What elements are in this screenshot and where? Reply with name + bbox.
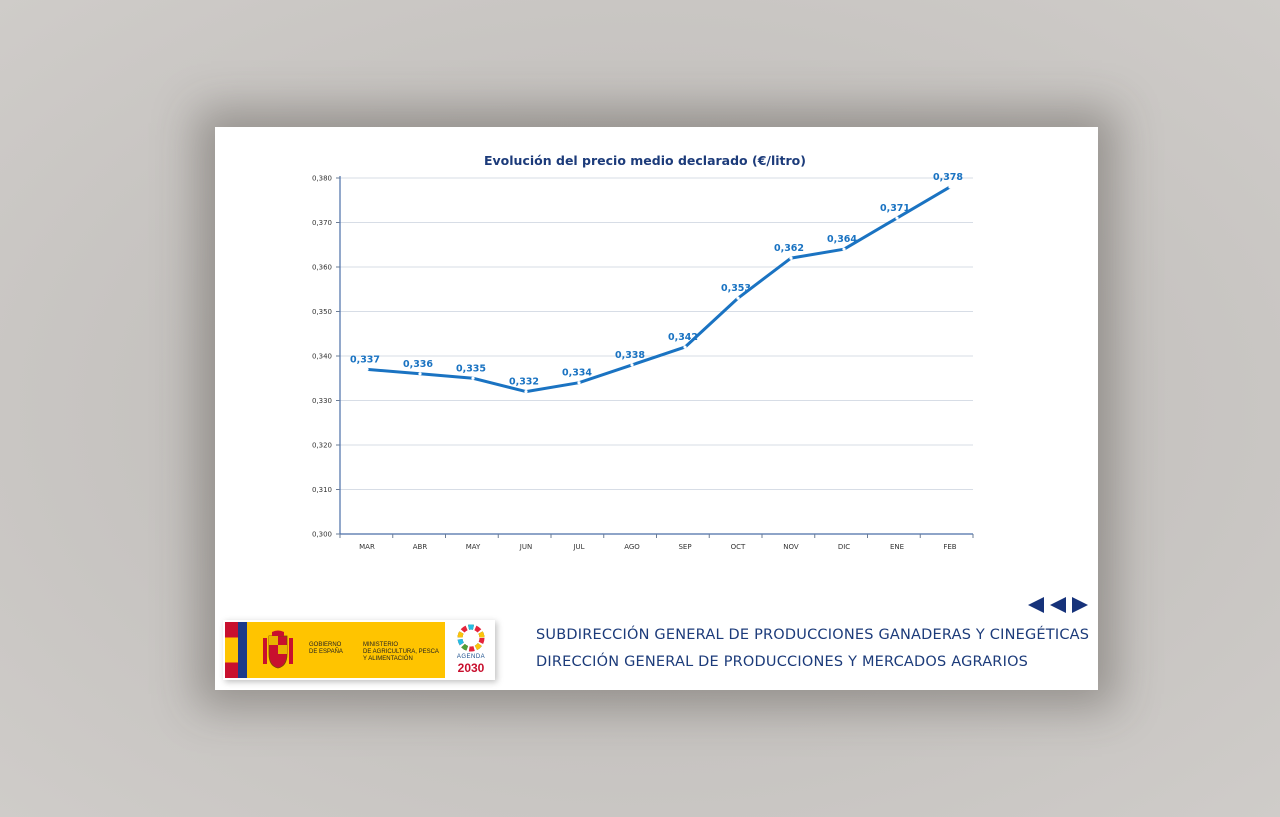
y-tick-label: 0,370 bbox=[312, 219, 332, 227]
y-tick-label: 0,330 bbox=[312, 397, 332, 405]
data-point bbox=[683, 345, 687, 349]
data-label: 0,378 bbox=[933, 172, 963, 183]
y-tick-label: 0,380 bbox=[312, 175, 332, 183]
next-page-icon[interactable] bbox=[1072, 597, 1088, 613]
series-line bbox=[366, 185, 951, 394]
data-points bbox=[365, 185, 952, 394]
sdg-wheel-icon bbox=[457, 624, 485, 652]
footer-direccion: DIRECCIÓN GENERAL DE PRODUCCIONES Y MERC… bbox=[536, 654, 1029, 670]
x-tick-label: NOV bbox=[783, 543, 799, 551]
data-point bbox=[524, 390, 528, 394]
agenda-2030-logo: AGENDA 2030 bbox=[451, 624, 491, 676]
line-chart: Evolución del precio medio declarado (€/… bbox=[312, 153, 974, 551]
x-tick-label: MAY bbox=[466, 543, 481, 551]
data-label: 0,332 bbox=[509, 377, 539, 388]
eu-flag-strip bbox=[225, 622, 247, 678]
y-axis-ticks: 0,300 0,310 0,320 0,330 0,340 0,350 0,360 0,370… bbox=[312, 175, 340, 539]
data-label: 0,335 bbox=[456, 363, 486, 374]
data-point bbox=[948, 185, 952, 189]
data-label: 0,342 bbox=[668, 332, 698, 343]
y-tick-label: 0,360 bbox=[312, 264, 332, 272]
x-axis-ticks: MAR ABR MAY JUN JUL AGO SEP OCT NOV DIC ENE FEB bbox=[339, 534, 974, 551]
data-label: 0,338 bbox=[615, 350, 645, 361]
x-tick-label: ENE bbox=[890, 543, 904, 551]
slide: Evolución del precio medio declarado (€/… bbox=[215, 127, 1098, 690]
x-tick-label: DIC bbox=[838, 543, 850, 551]
y-tick-label: 0,340 bbox=[312, 353, 332, 361]
data-label: 0,364 bbox=[827, 234, 857, 245]
y-tick-label: 0,320 bbox=[312, 442, 332, 450]
gobierno-text: GOBIERNO DE ESPAÑA bbox=[309, 642, 343, 655]
chart-title: Evolución del precio medio declarado (€/… bbox=[484, 153, 806, 168]
data-point bbox=[789, 256, 793, 260]
y-tick-label: 0,310 bbox=[312, 486, 332, 494]
data-label: 0,336 bbox=[403, 359, 433, 370]
data-label: 0,362 bbox=[774, 243, 804, 254]
x-tick-label: SEP bbox=[678, 543, 691, 551]
coat-of-arms-icon bbox=[263, 630, 293, 669]
x-tick-label: JUN bbox=[519, 543, 532, 551]
data-label: 0,337 bbox=[350, 354, 380, 365]
data-label: 0,353 bbox=[721, 283, 751, 294]
data-label: 0,371 bbox=[880, 203, 910, 214]
x-tick-label: ABR bbox=[413, 543, 428, 551]
x-tick-label: AGO bbox=[624, 543, 640, 551]
data-labels: 0,337 0,336 0,335 0,332 0,334 0,338 0,342 0,353… bbox=[350, 172, 963, 388]
footer-subdireccion: SUBDIRECCIÓN GENERAL DE PRODUCCIONES GAN… bbox=[536, 627, 1090, 643]
y-tick-label: 0,300 bbox=[312, 531, 332, 539]
first-page-icon[interactable] bbox=[1028, 597, 1044, 613]
data-point bbox=[471, 376, 475, 380]
grid-lines bbox=[340, 177, 973, 490]
y-tick-label: 0,350 bbox=[312, 308, 332, 316]
slide-navigation bbox=[1028, 597, 1088, 613]
x-tick-label: FEB bbox=[943, 543, 956, 551]
data-point bbox=[365, 367, 369, 371]
data-point bbox=[630, 363, 634, 367]
agenda-year: 2030 bbox=[457, 661, 485, 675]
ministerio-text: MINISTERIO DE AGRICULTURA, PESCA Y ALIME… bbox=[363, 642, 439, 662]
x-tick-label: JUL bbox=[572, 543, 584, 551]
agenda-label: AGENDA bbox=[456, 654, 486, 660]
data-point bbox=[842, 247, 846, 251]
data-point bbox=[418, 372, 422, 376]
government-logo: GOBIERNO DE ESPAÑA MINISTERIO DE AGRICUL… bbox=[223, 620, 495, 680]
data-point bbox=[577, 381, 581, 385]
x-tick-label: MAR bbox=[359, 543, 375, 551]
data-point bbox=[736, 296, 740, 300]
previous-page-icon[interactable] bbox=[1050, 597, 1066, 613]
x-tick-label: OCT bbox=[731, 543, 746, 551]
logo-yellow-panel: GOBIERNO DE ESPAÑA MINISTERIO DE AGRICUL… bbox=[247, 622, 445, 678]
data-label: 0,334 bbox=[562, 368, 592, 379]
data-point bbox=[895, 216, 899, 220]
